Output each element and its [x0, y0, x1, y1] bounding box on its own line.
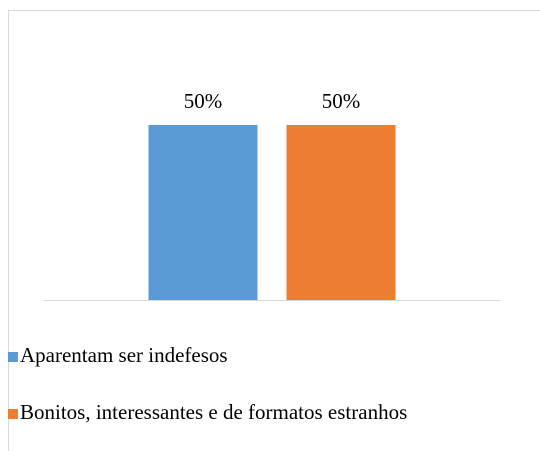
legend-swatch	[8, 352, 18, 362]
bar	[148, 125, 258, 300]
chart-frame	[8, 10, 540, 451]
data-label: 50%	[184, 89, 223, 113]
legend-swatch	[8, 409, 18, 419]
bar	[286, 125, 396, 300]
data-label: 50%	[322, 89, 361, 113]
legend-label: Aparentam ser indefesos	[20, 343, 228, 367]
legend-label: Bonitos, interessantes e de formatos est…	[20, 400, 407, 424]
